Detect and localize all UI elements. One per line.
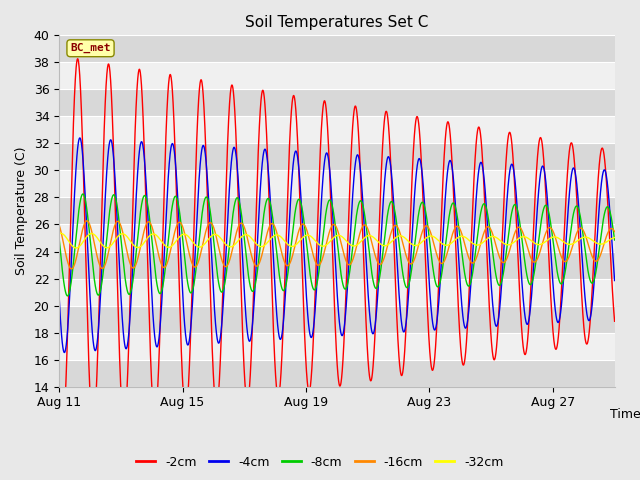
-2cm: [156, 349, 163, 355]
Line: -32cm: -32cm: [59, 233, 614, 248]
-4cm: [76, 135, 84, 141]
-16cm: [431, 245, 438, 251]
-8cm: [156, 290, 163, 296]
-4cm: [493, 323, 501, 328]
-16cm: [156, 254, 163, 260]
Bar: [59, 89, 614, 117]
-2cm: [461, 350, 469, 356]
-16cm: [461, 244, 469, 250]
-2cm: [55, 395, 63, 401]
-8cm: [317, 257, 324, 263]
Bar: [59, 360, 614, 386]
-2cm: [611, 318, 618, 324]
Line: -8cm: -8cm: [59, 194, 614, 296]
-4cm: [156, 334, 163, 339]
Y-axis label: Soil Temperature (C): Soil Temperature (C): [15, 147, 28, 275]
Bar: [59, 252, 614, 278]
-32cm: [493, 235, 501, 241]
-4cm: [317, 216, 324, 222]
Title: Soil Temperatures Set C: Soil Temperatures Set C: [245, 15, 429, 30]
-4cm: [611, 277, 618, 283]
Line: -2cm: -2cm: [59, 59, 614, 433]
-4cm: [431, 327, 438, 333]
-32cm: [72, 245, 80, 251]
-4cm: [61, 349, 68, 355]
-16cm: [611, 229, 618, 235]
-4cm: [610, 271, 618, 276]
-32cm: [461, 235, 469, 240]
-32cm: [610, 235, 618, 240]
-2cm: [431, 354, 438, 360]
Bar: [59, 306, 614, 333]
-2cm: [74, 56, 81, 61]
-4cm: [461, 325, 469, 331]
-32cm: [317, 242, 324, 248]
-32cm: [156, 236, 163, 241]
Bar: [59, 197, 614, 225]
Bar: [59, 144, 614, 170]
-8cm: [461, 276, 469, 281]
-16cm: [610, 228, 618, 234]
-32cm: [431, 234, 438, 240]
Legend: -2cm, -4cm, -8cm, -16cm, -32cm: -2cm, -4cm, -8cm, -16cm, -32cm: [131, 451, 509, 474]
-2cm: [317, 146, 324, 152]
-32cm: [611, 235, 618, 240]
-16cm: [317, 261, 324, 266]
-8cm: [79, 191, 87, 197]
-16cm: [493, 246, 501, 252]
-8cm: [493, 277, 501, 283]
-16cm: [55, 222, 63, 228]
-2cm: [58, 431, 66, 436]
-2cm: [610, 312, 618, 318]
Line: -16cm: -16cm: [59, 221, 614, 269]
-16cm: [83, 218, 91, 224]
-4cm: [55, 294, 63, 300]
-16cm: [68, 266, 76, 272]
Line: -4cm: -4cm: [59, 138, 614, 352]
-8cm: [55, 236, 63, 241]
Bar: [59, 36, 614, 62]
-8cm: [610, 233, 618, 239]
-8cm: [611, 237, 618, 243]
-32cm: [55, 231, 63, 237]
-8cm: [431, 276, 438, 282]
-8cm: [63, 293, 71, 299]
Text: BC_met: BC_met: [70, 43, 111, 53]
-32cm: [57, 230, 65, 236]
X-axis label: Time: Time: [611, 408, 640, 420]
-2cm: [493, 338, 501, 344]
